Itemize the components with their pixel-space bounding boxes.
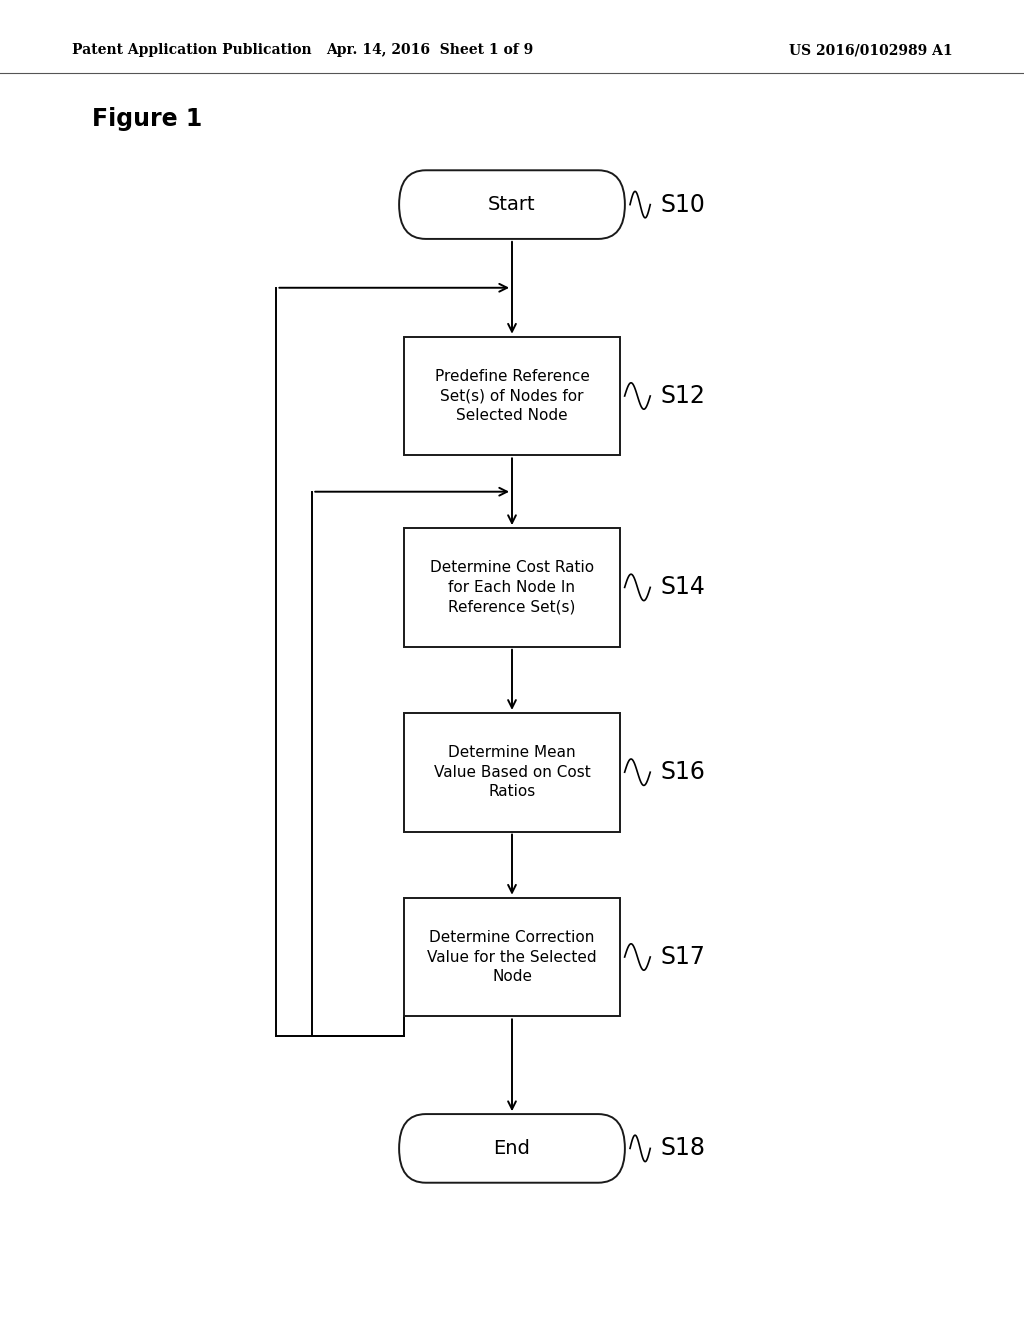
Text: Apr. 14, 2016  Sheet 1 of 9: Apr. 14, 2016 Sheet 1 of 9 bbox=[327, 44, 534, 57]
Text: S17: S17 bbox=[660, 945, 706, 969]
Text: Start: Start bbox=[488, 195, 536, 214]
FancyBboxPatch shape bbox=[399, 170, 625, 239]
Text: S12: S12 bbox=[660, 384, 706, 408]
Bar bbox=[404, 898, 620, 1016]
Text: Figure 1: Figure 1 bbox=[92, 107, 203, 131]
Bar bbox=[404, 528, 620, 647]
Text: S14: S14 bbox=[660, 576, 706, 599]
Bar bbox=[404, 713, 620, 832]
FancyBboxPatch shape bbox=[399, 1114, 625, 1183]
Text: S10: S10 bbox=[660, 193, 706, 216]
Text: Determine Correction
Value for the Selected
Node: Determine Correction Value for the Selec… bbox=[427, 929, 597, 985]
Text: Patent Application Publication: Patent Application Publication bbox=[72, 44, 311, 57]
Text: Predefine Reference
Set(s) of Nodes for
Selected Node: Predefine Reference Set(s) of Nodes for … bbox=[434, 368, 590, 424]
Text: Determine Mean
Value Based on Cost
Ratios: Determine Mean Value Based on Cost Ratio… bbox=[433, 744, 591, 800]
Text: S16: S16 bbox=[660, 760, 706, 784]
Text: End: End bbox=[494, 1139, 530, 1158]
Text: S18: S18 bbox=[660, 1137, 706, 1160]
Bar bbox=[404, 337, 620, 455]
Text: US 2016/0102989 A1: US 2016/0102989 A1 bbox=[788, 44, 952, 57]
Text: Determine Cost Ratio
for Each Node In
Reference Set(s): Determine Cost Ratio for Each Node In Re… bbox=[430, 560, 594, 615]
